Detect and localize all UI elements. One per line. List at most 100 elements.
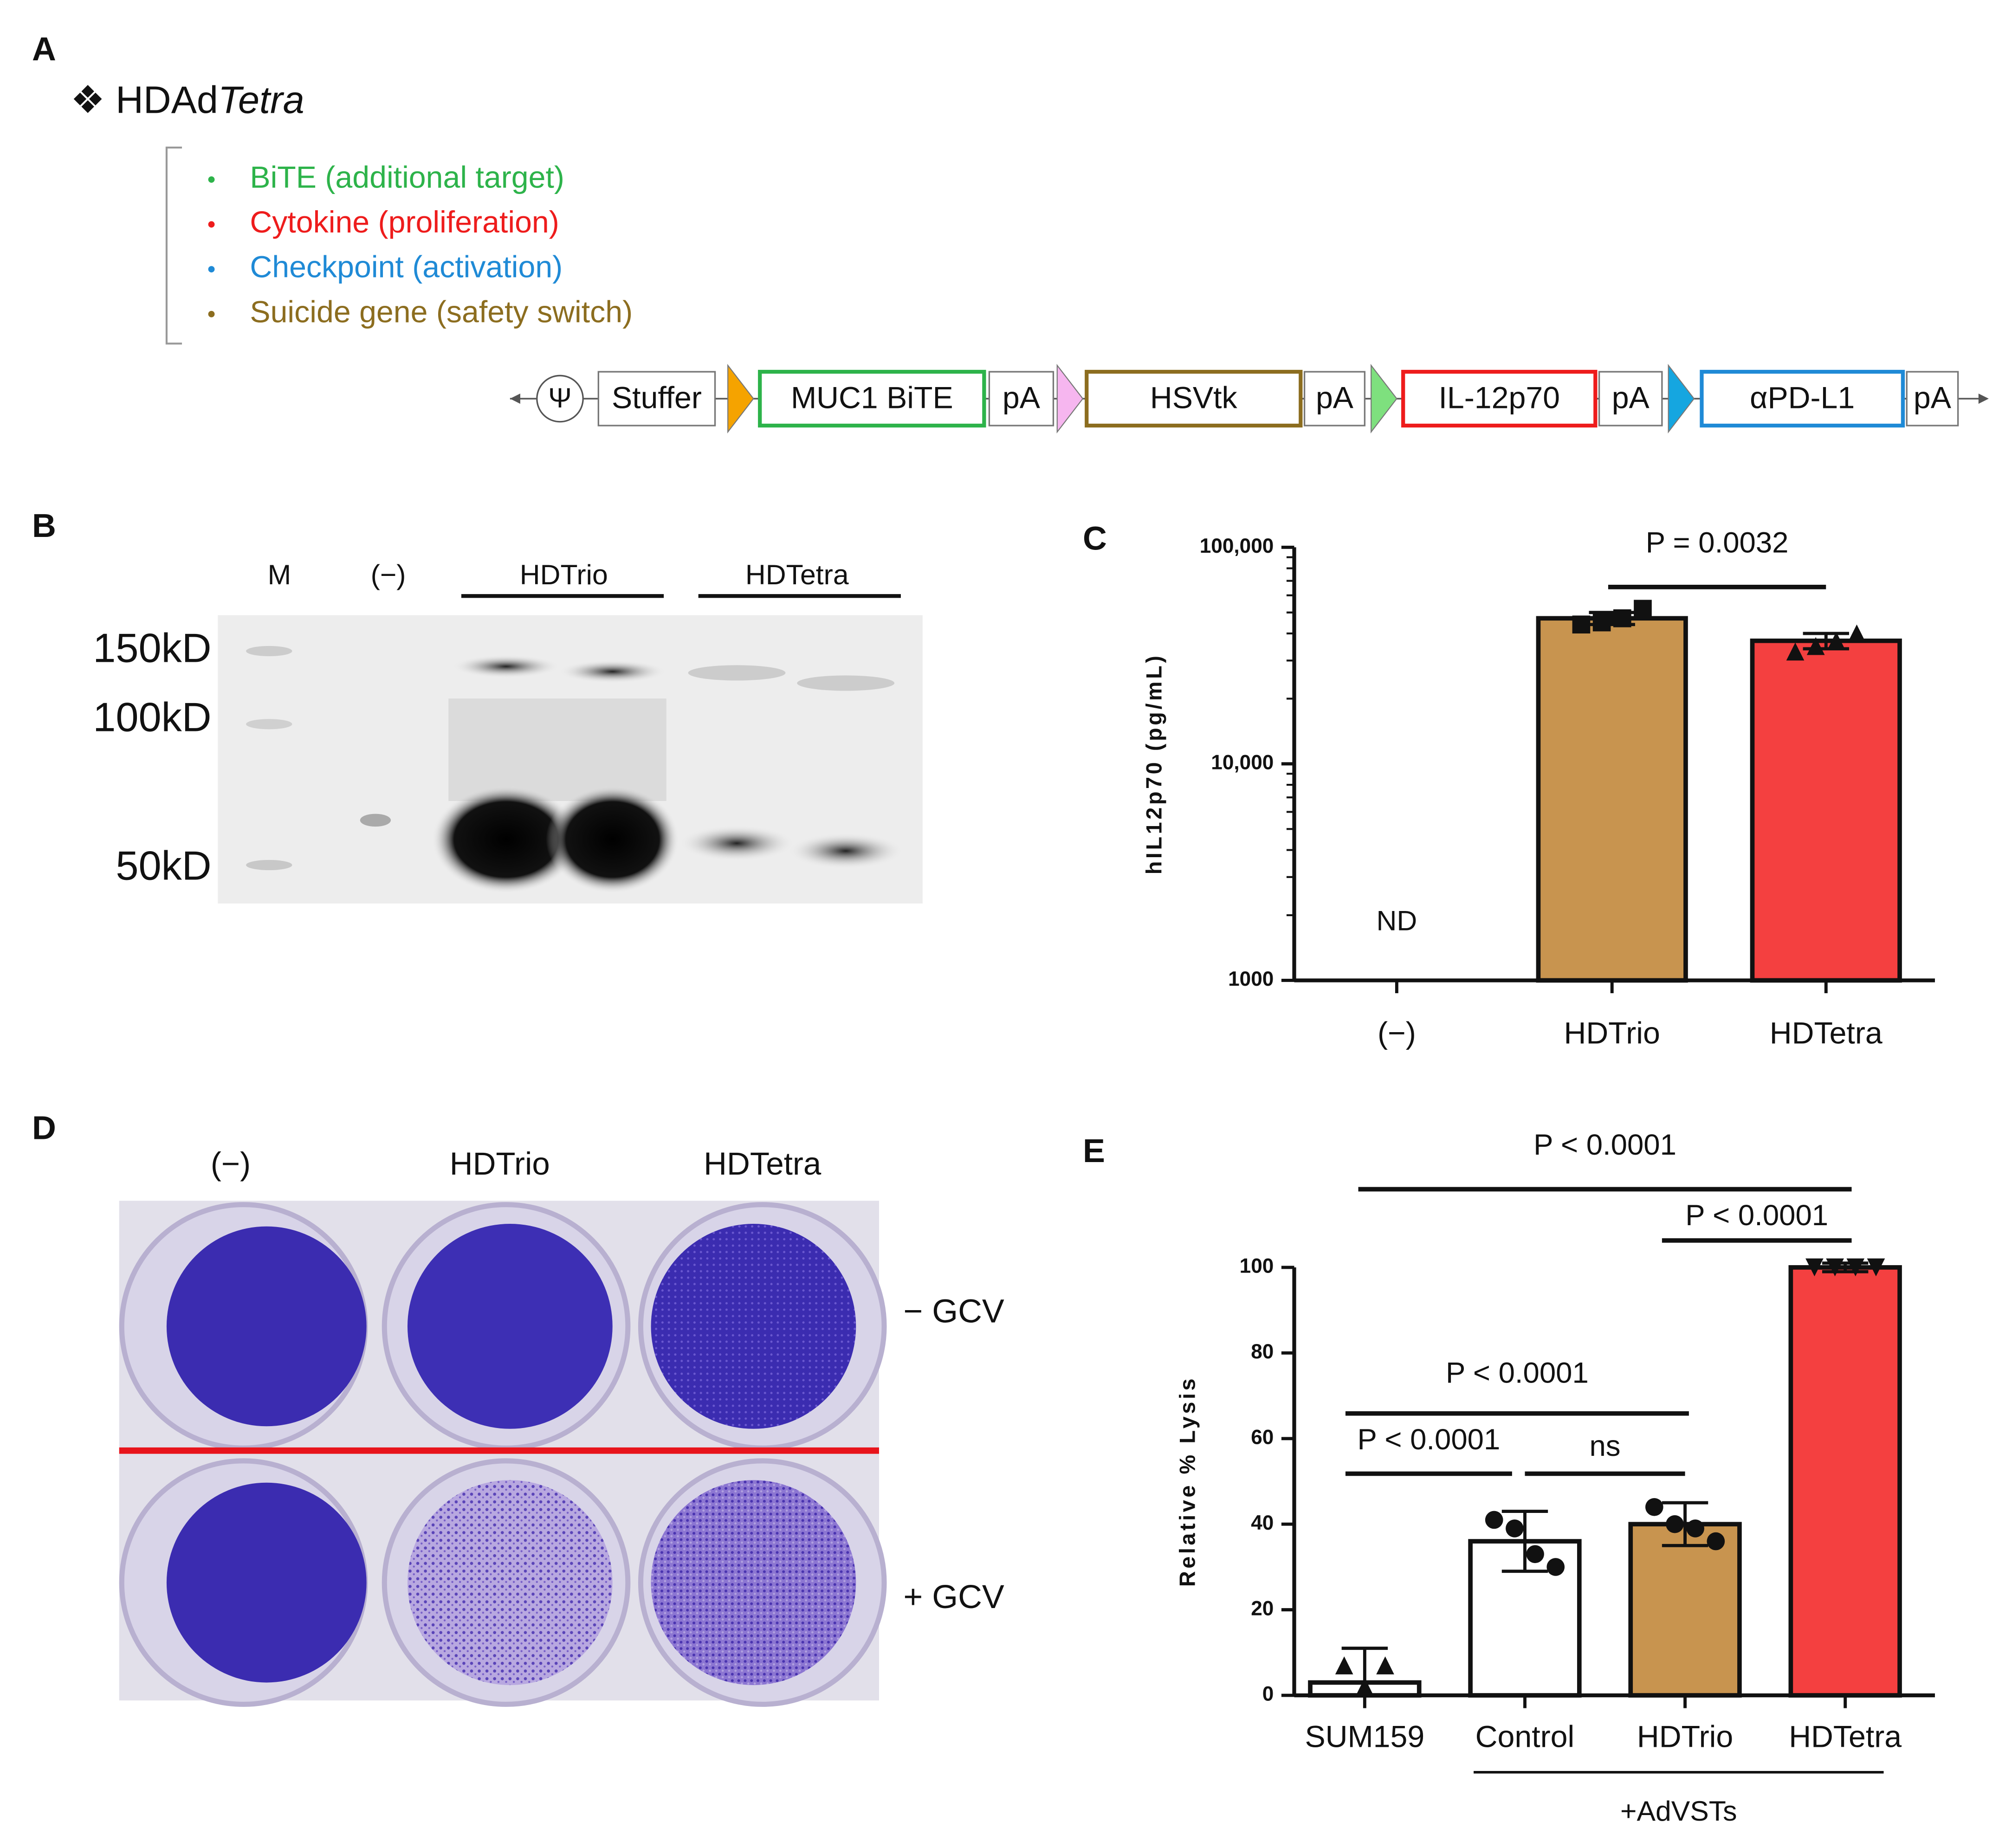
bracket xyxy=(165,146,182,345)
cassette-label: pA xyxy=(1914,381,1952,415)
row-label: + GCV xyxy=(903,1578,1004,1615)
cassette-box xyxy=(1700,369,1905,428)
y-tick-label: 10,000 xyxy=(1211,751,1274,774)
data-point xyxy=(1806,637,1825,655)
group-label: +AdVSTs xyxy=(1620,1795,1737,1827)
construct-title: ❖ HDAdTetra xyxy=(71,78,304,121)
cassette-label: Stuffer xyxy=(612,381,702,415)
feature-label: Suicide gene (safety switch) xyxy=(250,295,633,329)
data-point xyxy=(1335,1656,1353,1674)
data-point xyxy=(1592,613,1611,632)
row-label: − GCV xyxy=(903,1292,1004,1330)
error-bar xyxy=(1662,1501,1708,1547)
cassette-box xyxy=(758,369,986,428)
y-tick-label: 100 xyxy=(1240,1255,1274,1278)
y-tick-label: 60 xyxy=(1251,1426,1274,1448)
panel-letter: D xyxy=(32,1109,56,1146)
cassette-label: pA xyxy=(1316,381,1354,415)
data-point xyxy=(1645,1498,1663,1516)
bar xyxy=(1788,1265,1902,1698)
data-point xyxy=(1867,1258,1885,1277)
bar xyxy=(1750,638,1902,983)
cassette-label: pA xyxy=(1612,381,1650,415)
panel-letter: A xyxy=(32,31,56,68)
wells xyxy=(119,1202,887,1707)
lane-label: M xyxy=(268,559,291,590)
cassette-label: HSVtk xyxy=(1150,381,1238,415)
title-text: ❖ HDAd xyxy=(71,78,218,121)
cassette-label: IL-12p70 xyxy=(1438,381,1560,415)
cassette-label: pA xyxy=(1003,381,1041,415)
data-point xyxy=(1848,624,1866,643)
y-axis-label: Relative % Lysis xyxy=(1176,1376,1200,1587)
column-label: (−) xyxy=(211,1146,251,1182)
x-tick-label: SUM159 xyxy=(1305,1719,1424,1754)
bar xyxy=(1628,1522,1742,1698)
feature-label: BiTE (additional target) xyxy=(250,160,564,194)
bullet xyxy=(208,176,215,183)
p-value: ns xyxy=(1589,1430,1620,1462)
data-point xyxy=(1846,1258,1865,1277)
y-tick-label: 20 xyxy=(1251,1597,1274,1620)
panel-letter: C xyxy=(1083,520,1107,557)
cassette-box xyxy=(1906,371,1959,426)
value-label: ND xyxy=(1377,905,1417,936)
data-point xyxy=(1666,1515,1684,1533)
lane-label: HDTetra xyxy=(745,559,849,590)
p-value: P < 0.0001 xyxy=(1446,1357,1589,1389)
data-point xyxy=(1827,632,1845,650)
data-point xyxy=(1526,1545,1544,1564)
cassette-label: Ψ xyxy=(548,382,572,414)
data-point xyxy=(1805,1258,1824,1277)
psi-circle xyxy=(536,375,584,423)
y-tick-label: 80 xyxy=(1251,1340,1274,1363)
cassette-box xyxy=(1401,369,1598,428)
bullet xyxy=(208,221,215,228)
panel-letter: E xyxy=(1083,1132,1105,1170)
column-label: HDTetra xyxy=(704,1146,822,1182)
data-point xyxy=(1572,615,1591,633)
promoter-arrow xyxy=(727,364,754,434)
y-tick-label: 1000 xyxy=(1228,968,1274,990)
title-italic: Tetra xyxy=(218,78,304,121)
promoter-arrow xyxy=(1668,364,1695,434)
cassette-box xyxy=(597,371,716,426)
y-tick-label: 100,000 xyxy=(1200,535,1274,557)
size-marker: 50kD xyxy=(116,843,211,889)
promoter-arrow xyxy=(1371,364,1397,434)
column-label: HDTrio xyxy=(450,1146,550,1182)
p-value: P < 0.0001 xyxy=(1358,1423,1501,1456)
cassette-box xyxy=(1598,371,1663,426)
size-marker: 150kD xyxy=(93,625,211,671)
feature-label: Cytokine (proliferation) xyxy=(250,205,559,239)
data-point xyxy=(1546,1558,1565,1576)
data-point xyxy=(1356,1678,1374,1696)
size-marker: 100kD xyxy=(93,694,211,740)
p-value: P = 0.0032 xyxy=(1646,527,1789,559)
data-point xyxy=(1826,1258,1844,1277)
x-tick-label: (−) xyxy=(1378,1016,1416,1051)
x-tick-label: HDTetra xyxy=(1789,1719,1902,1754)
bullet xyxy=(208,310,215,317)
bullet xyxy=(208,266,215,273)
cassette-label: αPD-L1 xyxy=(1750,381,1855,415)
data-point xyxy=(1485,1511,1503,1529)
feature-label: Checkpoint (activation) xyxy=(250,250,563,284)
promoter-arrow xyxy=(1056,364,1084,434)
x-tick-label: HDTrio xyxy=(1637,1719,1733,1754)
lane-label: HDTrio xyxy=(520,559,608,590)
data-point xyxy=(1686,1519,1704,1538)
panel-letter: B xyxy=(32,507,56,544)
arrowhead xyxy=(1978,393,1989,404)
x-tick-label: HDTrio xyxy=(1564,1016,1660,1051)
data-point xyxy=(1613,609,1631,627)
y-tick-label: 0 xyxy=(1262,1683,1274,1706)
error-bar xyxy=(1501,1510,1548,1573)
cassette-box xyxy=(988,371,1054,426)
lane-label: (−) xyxy=(371,559,406,590)
x-tick-label: HDTetra xyxy=(1770,1016,1883,1051)
data-point xyxy=(1634,600,1652,618)
cassette-box xyxy=(1085,369,1303,428)
data-point xyxy=(1786,642,1805,661)
